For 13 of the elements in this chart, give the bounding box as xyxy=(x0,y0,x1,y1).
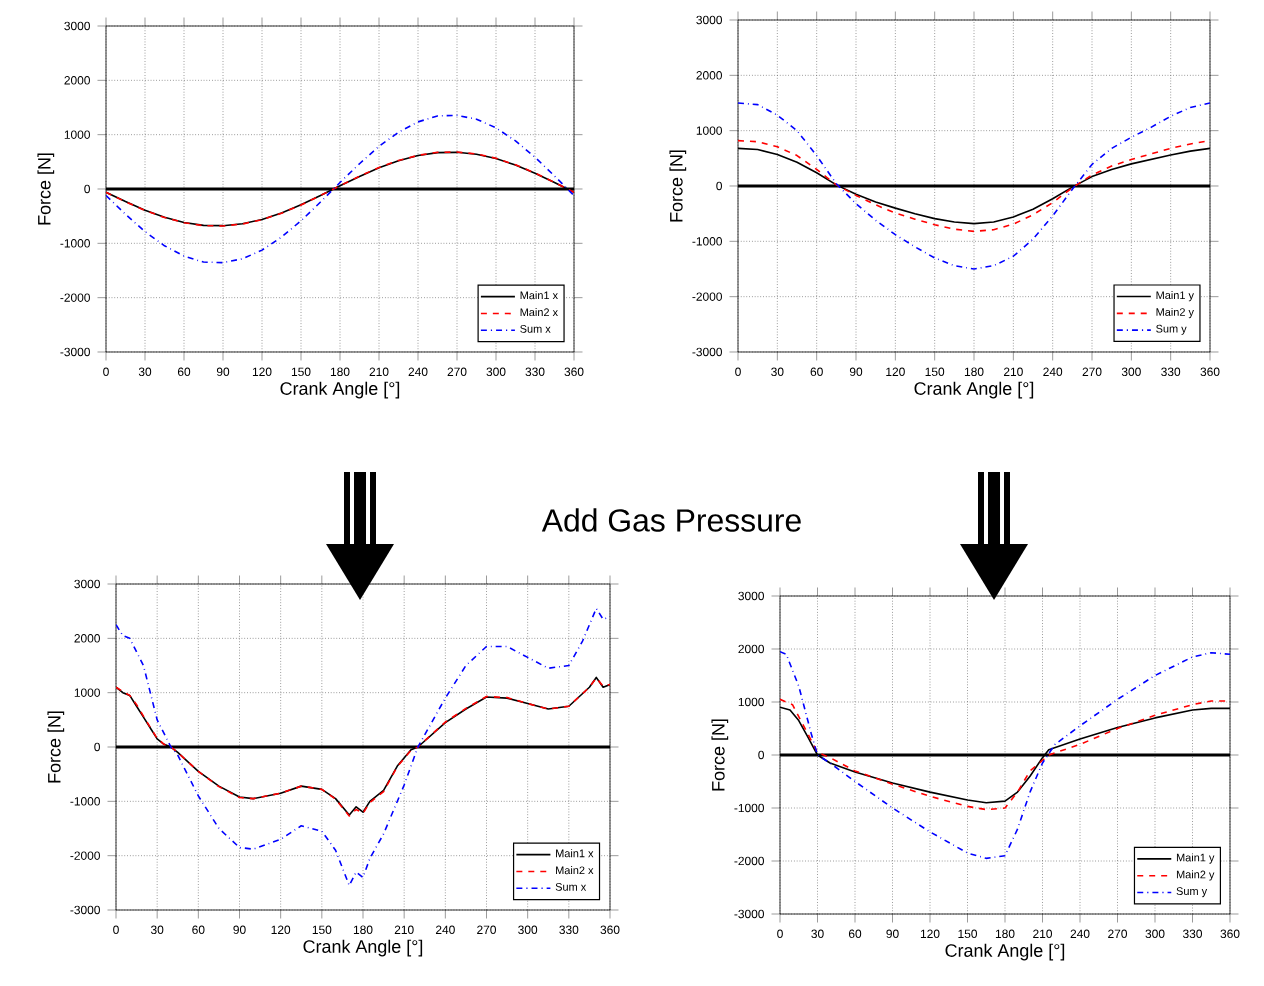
x-axis-title: Crank Angle [°] xyxy=(914,381,1034,399)
y-axis-title: Force [N] xyxy=(711,719,729,791)
line-series xyxy=(780,650,1231,860)
line-series xyxy=(738,102,1211,270)
line-series xyxy=(116,607,610,887)
x-axis-title: Crank Angle [°] xyxy=(303,939,423,957)
line-series xyxy=(106,114,575,264)
x-axis-title: Crank Angle [°] xyxy=(945,943,1065,961)
y-axis-title: Force [N] xyxy=(37,153,55,225)
y-axis-title: Force [N] xyxy=(669,150,687,222)
text: Add Gas Pressure xyxy=(541,508,801,532)
x-axis-title: Crank Angle [°] xyxy=(280,381,400,399)
y-axis-title: Force [N] xyxy=(47,711,65,783)
